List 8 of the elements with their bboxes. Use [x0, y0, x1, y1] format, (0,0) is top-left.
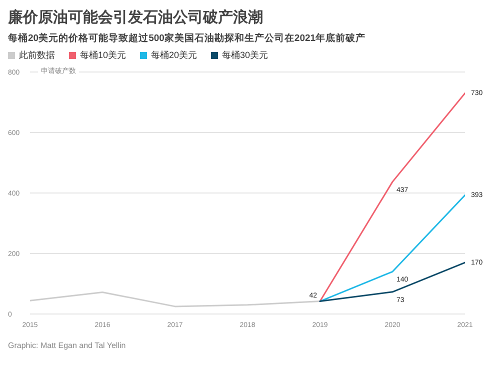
legend-label: 此前数据 [18, 49, 55, 62]
chart-title: 廉价原油可能会引发石油公司破产浪潮 [8, 8, 264, 27]
text: Graphic: Matt Egan and Tal Yellin [8, 340, 127, 351]
chart-subtitle: 每桶20美元的价格可能导致超过500家美国石油勘探和生产公司在2021年底前破产 [8, 32, 367, 45]
legend-label: 每桶30美元 [221, 49, 268, 62]
legend-label: 每桶20美元 [150, 49, 198, 62]
line-series [30, 291, 321, 308]
legend-label: 每桶10美元 [79, 49, 126, 62]
